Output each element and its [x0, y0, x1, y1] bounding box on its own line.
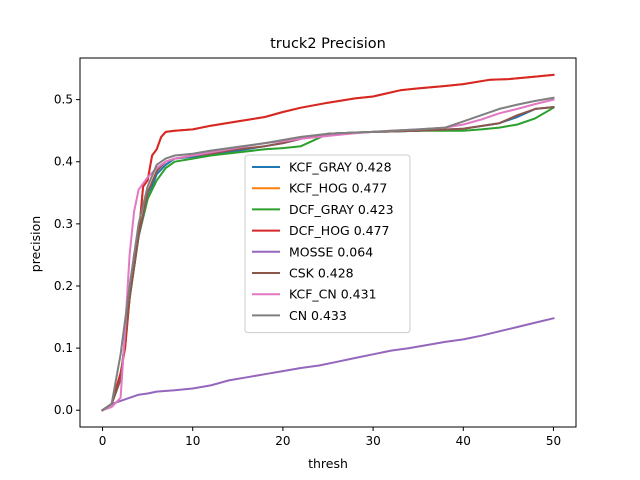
legend-label: MOSSE 0.064: [289, 244, 373, 259]
series-line-4: [101, 317, 555, 412]
series-line-5: [101, 106, 555, 412]
plot-frame: [79, 57, 577, 428]
legend-label: CN 0.433: [289, 308, 347, 323]
series-layer: [101, 73, 555, 412]
legend-label: DCF_GRAY 0.423: [289, 202, 394, 217]
y-axis-label: precision: [28, 216, 43, 272]
legend-label: CSK 0.428: [289, 266, 354, 281]
legend-label: KCF_GRAY 0.428: [289, 160, 392, 175]
chart-title: truck2 Precision: [270, 36, 386, 52]
legend-box: [244, 154, 411, 334]
series-line-7: [101, 96, 555, 412]
x-tick-label: 30: [365, 434, 380, 448]
legend: KCF_GRAY 0.428 KCF_HOG 0.477 DCF_GRAY 0.42…: [244, 154, 411, 334]
x-tick-label: 50: [546, 434, 561, 448]
legend-label: DCF_HOG 0.477: [289, 223, 389, 238]
y-tick-label: 0.0: [54, 403, 73, 417]
x-tick-label: 40: [456, 434, 471, 448]
legend-label: KCF_CN 0.431: [289, 287, 377, 302]
x-axis-label: thresh: [308, 456, 348, 471]
legend-label: KCF_HOG 0.477: [289, 181, 387, 196]
y-tick-label: 0.1: [54, 341, 73, 355]
y-tick-label: 0.4: [54, 155, 73, 169]
axes-layer: 0 10 20 30 40 50 0.0 0.1 0.2 0.3 0.4 0.5: [54, 57, 577, 448]
y-tick-label: 0.3: [54, 217, 73, 231]
y-tick-label: 0.2: [54, 279, 73, 293]
y-tick-label: 0.5: [54, 93, 73, 107]
x-tick-label: 20: [275, 434, 290, 448]
x-tick-label: 10: [185, 434, 200, 448]
x-tick-label: 0: [99, 434, 107, 448]
